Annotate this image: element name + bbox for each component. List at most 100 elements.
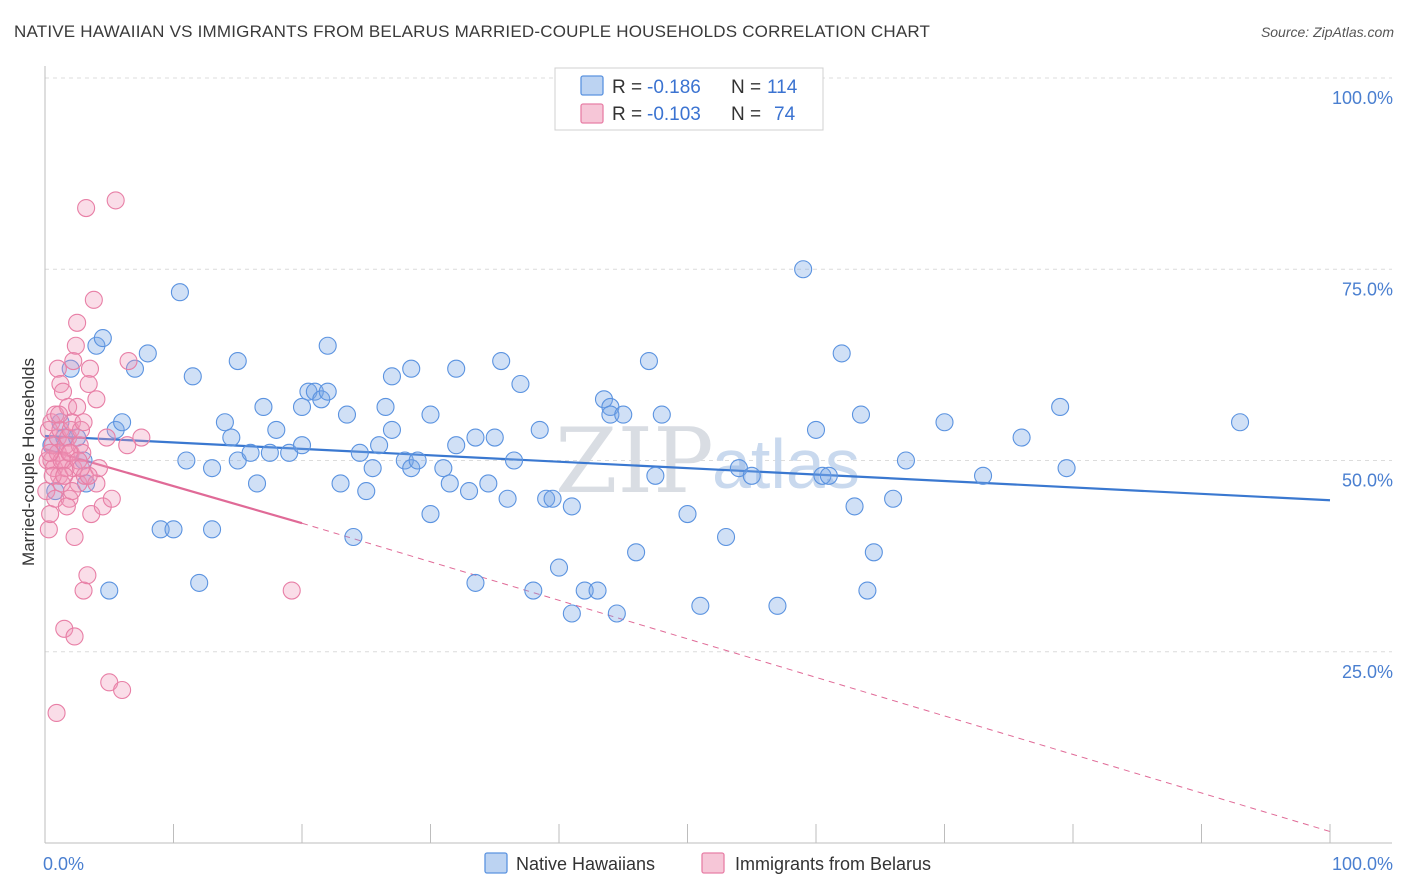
data-point — [337, 405, 357, 424]
data-point — [498, 489, 517, 508]
data-point — [69, 474, 88, 493]
data-point — [55, 619, 74, 638]
data-point — [594, 390, 614, 409]
data-point — [48, 359, 67, 378]
data-point — [305, 382, 324, 401]
legend-swatch-belarus — [580, 103, 604, 124]
data-point — [84, 290, 103, 309]
chart-source: Source: ZipAtlas.com — [1260, 24, 1394, 40]
series-belarus — [37, 191, 301, 723]
data-point — [344, 527, 363, 547]
data-point — [466, 428, 485, 447]
y-tick-label: 100.0% — [1332, 88, 1393, 108]
data-point — [260, 443, 279, 462]
bottom-legend-swatch-native-hawaiians — [484, 852, 508, 874]
data-point — [113, 413, 132, 432]
bottom-legend-belarus: Immigrants from Belarus — [735, 854, 931, 874]
data-point — [479, 474, 498, 493]
data-point — [350, 443, 369, 462]
legend-n-label-1: N = — [731, 77, 761, 98]
data-point — [575, 581, 594, 600]
data-point — [806, 420, 826, 439]
watermark: ZIP atlas — [555, 409, 860, 514]
data-point — [691, 596, 710, 615]
data-point — [549, 558, 569, 577]
data-point — [89, 459, 109, 478]
data-point — [50, 405, 69, 424]
data-point — [292, 397, 312, 417]
data-point — [639, 351, 659, 371]
data-point — [312, 390, 331, 409]
legend-swatch-native-hawaiians — [580, 75, 604, 96]
data-point — [376, 397, 395, 417]
bottom-legend-swatch-belarus — [701, 852, 725, 874]
data-point — [247, 474, 267, 493]
data-point — [87, 474, 106, 493]
x-tick-label: 0.0% — [43, 854, 84, 874]
data-point — [282, 581, 301, 600]
data-point — [118, 436, 137, 455]
data-point — [716, 527, 736, 547]
data-point — [47, 703, 66, 723]
data-point — [864, 543, 883, 562]
data-point — [466, 573, 485, 592]
data-point — [768, 596, 787, 615]
data-point — [151, 520, 170, 539]
y-tick-label: 75.0% — [1342, 279, 1393, 299]
data-point — [485, 428, 504, 447]
data-point — [357, 482, 376, 501]
data-point — [164, 520, 183, 539]
data-point — [530, 420, 549, 439]
watermark-zip: ZIP — [555, 409, 714, 514]
trend-line — [44, 434, 1331, 502]
data-point — [459, 482, 479, 501]
data-point — [64, 351, 83, 371]
data-point — [537, 489, 556, 508]
data-point — [601, 405, 620, 424]
legend-n-value-2: 74 — [774, 104, 796, 125]
trend-line — [301, 522, 1331, 833]
data-point — [57, 497, 76, 516]
data-point — [562, 497, 581, 516]
legend-r-label-2: R = — [612, 104, 642, 125]
data-point — [62, 482, 82, 501]
data-point — [973, 466, 993, 485]
data-point — [1051, 397, 1070, 417]
data-point — [1231, 413, 1250, 432]
data-point — [447, 436, 466, 455]
data-point — [678, 504, 697, 524]
data-point — [524, 581, 543, 600]
data-point — [434, 459, 453, 478]
data-point — [125, 359, 144, 378]
grid-lines — [45, 77, 1392, 653]
data-point — [395, 451, 414, 470]
data-point — [53, 382, 73, 401]
data-point — [421, 504, 440, 524]
bottom-legend-native-hawaiians: Native Hawaiians — [516, 854, 655, 874]
data-point — [170, 283, 189, 302]
trend-line — [44, 447, 303, 525]
data-point — [74, 413, 93, 432]
data-point — [440, 474, 459, 493]
data-point — [87, 390, 106, 409]
data-point — [331, 474, 350, 493]
data-point — [68, 313, 87, 332]
data-point — [97, 428, 116, 447]
data-point — [851, 405, 871, 424]
series-native-hawaiians — [42, 260, 1250, 623]
data-point — [794, 260, 813, 279]
legend-n-value-1: 114 — [767, 77, 798, 98]
data-point — [935, 413, 954, 432]
data-point — [562, 604, 581, 623]
y-tick-label: 50.0% — [1342, 471, 1393, 491]
data-point — [742, 466, 761, 485]
legend-n-label-2: N = — [731, 104, 761, 125]
data-point — [646, 466, 665, 485]
data-point — [80, 359, 100, 378]
data-point — [267, 420, 286, 439]
data-point — [102, 489, 121, 508]
data-point — [511, 374, 530, 394]
data-point — [254, 397, 273, 417]
legend-r-label-1: R = — [612, 77, 642, 98]
